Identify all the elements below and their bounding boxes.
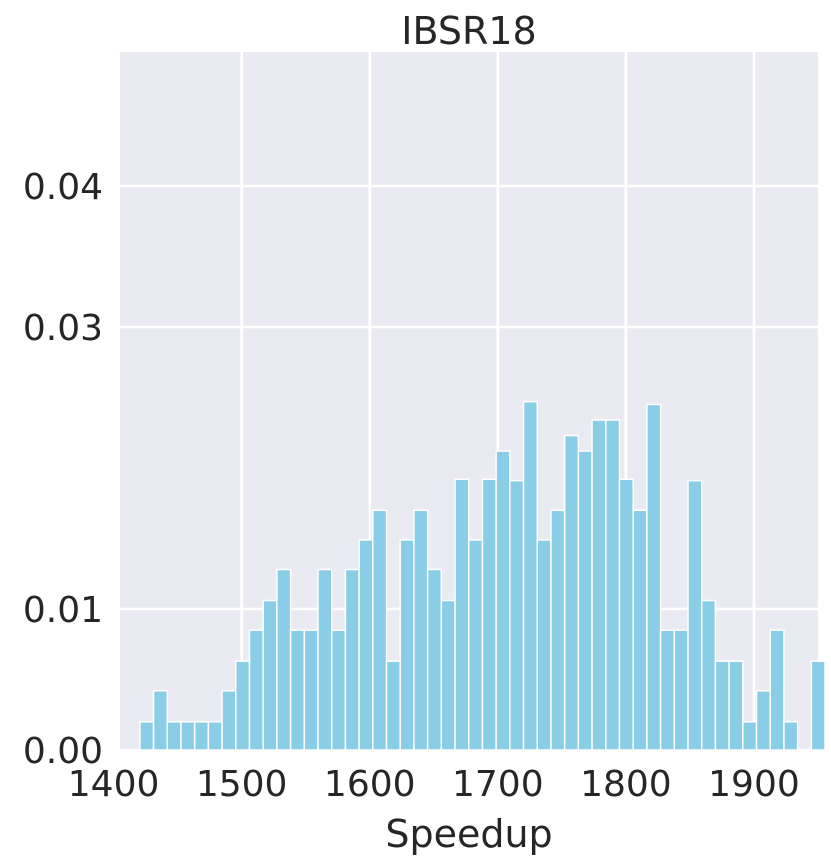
histogram-bar xyxy=(563,434,580,751)
histogram-bar xyxy=(372,509,388,751)
histogram-bar xyxy=(221,690,237,751)
histogram-bar xyxy=(426,568,443,751)
histogram-bar xyxy=(166,721,182,751)
histogram-bar xyxy=(728,660,744,751)
histogram-bar xyxy=(289,629,306,751)
histogram-bar xyxy=(248,629,264,751)
histogram-bar xyxy=(344,568,360,751)
histogram-bar xyxy=(550,509,566,751)
x-axis-label: Speedup xyxy=(385,812,552,856)
histogram-bar xyxy=(303,629,319,751)
histogram-bar xyxy=(399,539,415,751)
histogram-bar xyxy=(385,660,401,751)
y-tick-label: 0.04 xyxy=(23,167,103,208)
histogram-bar xyxy=(646,403,662,751)
chart-title: IBSR18 xyxy=(401,9,537,53)
x-tick-label: 1900 xyxy=(708,764,800,805)
x-tick-label: 1400 xyxy=(68,764,160,805)
histogram-bar xyxy=(536,539,552,751)
x-tick-label: 1700 xyxy=(452,764,544,805)
y-tick-label: 0.00 xyxy=(23,731,103,772)
histogram-bar xyxy=(605,419,621,751)
histogram-bar xyxy=(810,660,826,751)
histogram-bar xyxy=(509,479,525,751)
histogram-bar xyxy=(755,690,771,751)
histogram-bar xyxy=(687,479,703,751)
histogram-bar xyxy=(714,660,730,751)
histogram-bar xyxy=(454,478,470,751)
histogram-bar xyxy=(207,721,223,751)
histogram-bar xyxy=(769,629,785,751)
histogram-bar xyxy=(742,721,758,751)
y-tick-labels: 0.00 0.01 0.03 0.04 xyxy=(23,167,103,772)
histogram-bar xyxy=(440,599,456,751)
histogram-bar xyxy=(262,599,278,751)
histogram-bar xyxy=(467,539,484,751)
histogram-bar xyxy=(495,450,511,751)
bars xyxy=(139,400,826,751)
histogram-bar xyxy=(193,721,210,751)
x-tick-label: 1600 xyxy=(324,764,416,805)
histogram-bar xyxy=(700,599,717,751)
histogram-bar xyxy=(673,629,689,751)
y-tick-label: 0.01 xyxy=(23,590,103,631)
histogram-bar xyxy=(317,568,333,751)
x-tick-label: 1500 xyxy=(196,764,288,805)
histogram-bar xyxy=(591,419,607,751)
histogram-bar xyxy=(577,450,593,751)
histogram-bar xyxy=(358,539,374,751)
histogram-bar xyxy=(235,660,251,751)
histogram-bar xyxy=(139,721,155,751)
histogram-bar xyxy=(180,721,196,751)
x-tick-label: 1800 xyxy=(580,764,672,805)
histogram-bar xyxy=(632,509,648,751)
histogram-bar xyxy=(618,478,634,751)
histogram-bar xyxy=(152,690,169,751)
histogram-bar xyxy=(481,478,497,751)
histogram-bar xyxy=(659,629,676,751)
histogram-bar xyxy=(413,509,429,751)
histogram-bar xyxy=(276,568,292,751)
histogram-bar xyxy=(330,629,347,751)
histogram-bar xyxy=(522,400,539,751)
y-tick-label: 0.03 xyxy=(23,308,103,349)
histogram-bar xyxy=(783,721,799,751)
x-tick-labels: 1400 1500 1600 1700 1800 1900 xyxy=(68,764,800,805)
